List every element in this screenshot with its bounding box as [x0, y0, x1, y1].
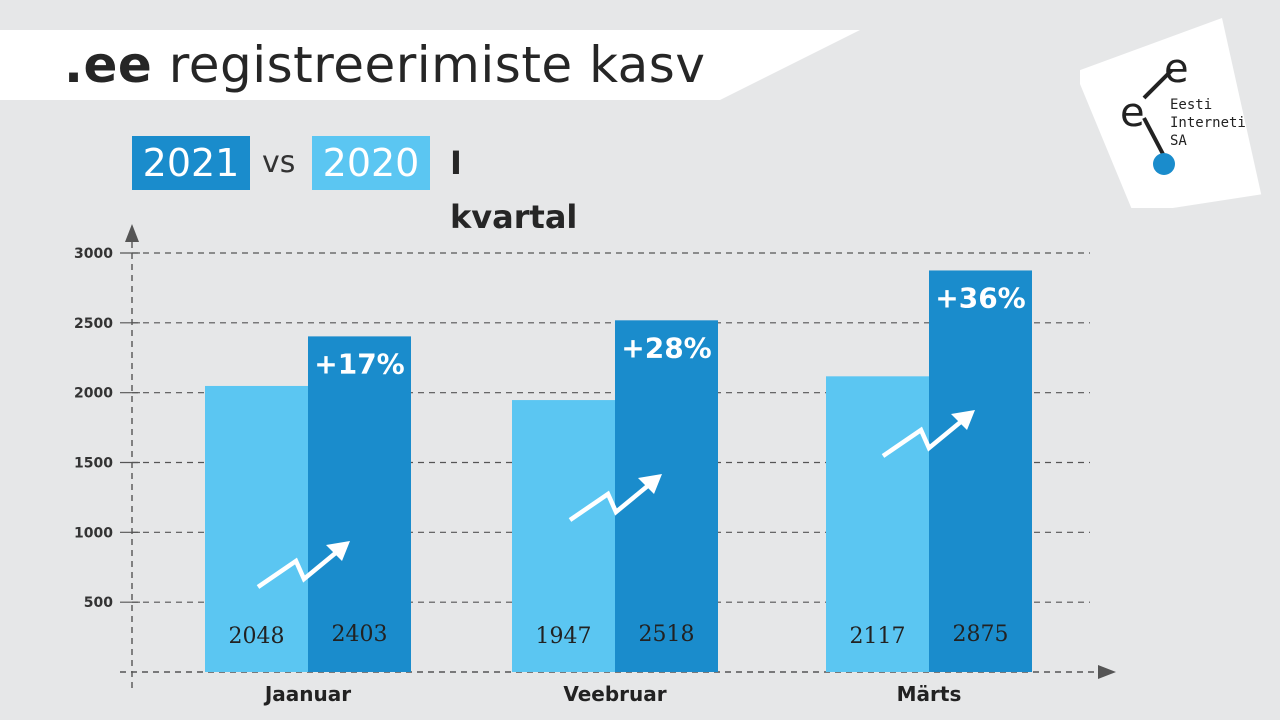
growth-label: +17%	[314, 347, 404, 380]
value-label-2021: 2518	[639, 622, 695, 647]
logo-text: Eesti Interneti SA	[1170, 96, 1246, 150]
x-category-label: Märts	[897, 682, 962, 706]
value-label-2020: 2048	[229, 624, 285, 649]
y-tick-label: 3000	[74, 246, 113, 262]
bar-2021	[615, 320, 718, 672]
title-bold: .ee	[64, 36, 153, 94]
title-rest: registreerimiste kasv	[168, 36, 706, 94]
logo-card: e e	[1080, 18, 1262, 208]
y-tick-label: 1000	[74, 525, 113, 541]
y-tick-label: 500	[84, 595, 113, 611]
bar-2021	[929, 270, 1032, 672]
growth-label: +28%	[621, 331, 711, 364]
bar-2021	[308, 336, 411, 672]
y-tick-label: 2000	[74, 386, 113, 402]
bar-2020	[826, 376, 929, 672]
y-tick-label: 1500	[74, 456, 113, 472]
x-category-label: Jaanuar	[263, 682, 351, 706]
value-label-2021: 2875	[953, 622, 1009, 647]
value-label-2021: 2403	[332, 622, 388, 647]
trend-arrow-icon	[568, 482, 652, 522]
y-axis-arrow-icon	[125, 224, 139, 242]
y-tick-label: 2500	[74, 316, 113, 332]
logo-mark-icon: e e	[1120, 46, 1189, 175]
trend-arrowhead-icon	[638, 474, 662, 494]
legend-vs: vs	[262, 145, 296, 180]
legend-2020-chip: 2020	[312, 136, 430, 190]
trend-arrow-icon	[256, 549, 340, 589]
svg-text:e: e	[1164, 46, 1189, 92]
page-title: .ee registreerimiste kasv	[64, 36, 705, 94]
x-category-label: Veebruar	[563, 682, 666, 706]
logo-line3: SA	[1170, 133, 1187, 149]
logo-line1: Eesti	[1170, 97, 1213, 113]
growth-label: +36%	[935, 281, 1025, 314]
logo-line2: Interneti	[1170, 115, 1246, 131]
title-banner	[0, 30, 860, 100]
bar-2020	[512, 400, 615, 672]
value-label-2020: 2117	[850, 624, 906, 649]
x-axis-arrow-icon	[1098, 665, 1116, 679]
trend-arrowhead-icon	[951, 410, 975, 430]
trend-arrow-icon	[881, 418, 965, 458]
legend-period: I kvartal	[450, 144, 578, 236]
svg-text:e: e	[1120, 90, 1145, 136]
value-label-2020: 1947	[536, 624, 592, 649]
legend-2021-chip: 2021	[132, 136, 250, 190]
trend-arrowhead-icon	[326, 541, 350, 561]
bar-2020	[205, 385, 308, 672]
